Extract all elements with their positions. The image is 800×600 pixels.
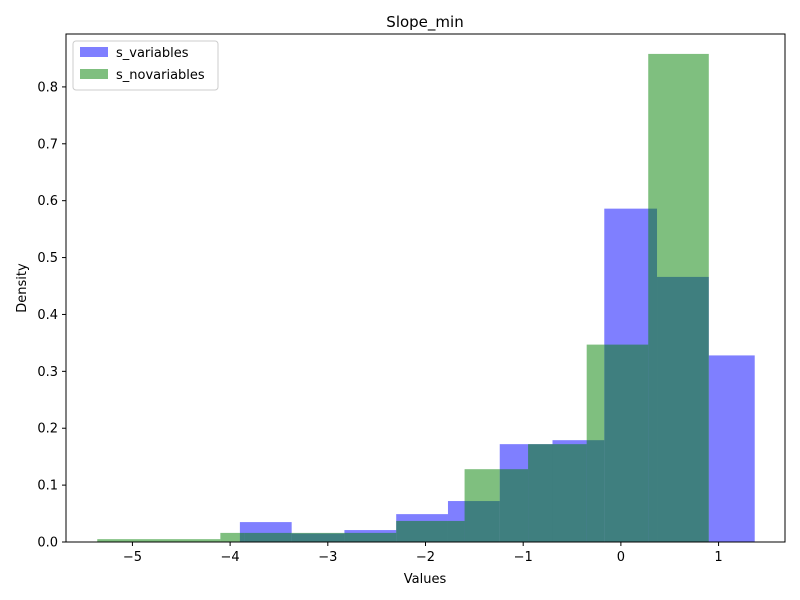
y-tick-label: 0.2 bbox=[37, 422, 58, 437]
x-axis-ticks: −5 −4 −3 −2 −1 0 1 bbox=[123, 542, 723, 565]
bar-s-novariables-4 bbox=[344, 532, 397, 542]
legend-swatch-s-variables bbox=[80, 47, 108, 57]
x-tick-label: 1 bbox=[714, 550, 722, 565]
bar-s-novariables-7 bbox=[464, 469, 500, 542]
legend-box bbox=[72, 40, 219, 91]
x-tick-label: −5 bbox=[123, 550, 142, 565]
bar-s-novariables-12 bbox=[604, 344, 649, 542]
bar-s-novariables-13 bbox=[648, 53, 709, 543]
bar-s-novariables-11 bbox=[586, 344, 605, 542]
y-tick-label: 0.0 bbox=[37, 536, 58, 551]
y-tick-label: 0.5 bbox=[37, 251, 58, 266]
x-tick-label: −4 bbox=[221, 550, 240, 565]
bar-s-variables-9 bbox=[708, 355, 755, 542]
x-tick-label: −1 bbox=[514, 550, 533, 565]
legend: s_variables s_novariables bbox=[72, 40, 219, 91]
y-tick-label: 0.1 bbox=[37, 479, 58, 494]
y-axis-title: Density bbox=[15, 263, 30, 313]
x-tick-label: −2 bbox=[416, 550, 435, 565]
chart-title: Slope_min bbox=[386, 13, 463, 32]
y-tick-label: 0.6 bbox=[37, 194, 58, 209]
x-tick-label: 0 bbox=[617, 550, 625, 565]
bar-s-novariables-5 bbox=[396, 520, 448, 542]
y-tick-label: 0.4 bbox=[37, 308, 58, 323]
bar-s-novariables-1 bbox=[220, 532, 245, 542]
y-tick-label: 0.3 bbox=[37, 365, 58, 380]
bar-s-novariables-2 bbox=[244, 532, 292, 542]
bars-layer bbox=[97, 53, 755, 543]
bar-s-novariables-0 bbox=[97, 539, 221, 542]
legend-swatch-s-novariables bbox=[80, 69, 108, 79]
bar-s-novariables-8 bbox=[499, 469, 529, 542]
bar-s-novariables-9 bbox=[528, 444, 553, 542]
bar-s-novariables-3 bbox=[291, 532, 345, 542]
y-tick-label: 0.8 bbox=[37, 80, 58, 95]
y-tick-label: 0.7 bbox=[37, 137, 58, 152]
legend-label-s-novariables: s_novariables bbox=[116, 68, 205, 83]
x-tick-label: −3 bbox=[318, 550, 337, 565]
legend-label-s-variables: s_variables bbox=[116, 46, 189, 61]
bar-s-novariables-10 bbox=[552, 444, 587, 542]
y-axis-ticks: 0.0 0.1 0.2 0.3 0.4 0.5 0.6 0.7 0.8 bbox=[37, 80, 66, 551]
bar-s-novariables-6 bbox=[447, 520, 465, 542]
x-axis-title: Values bbox=[404, 572, 447, 587]
